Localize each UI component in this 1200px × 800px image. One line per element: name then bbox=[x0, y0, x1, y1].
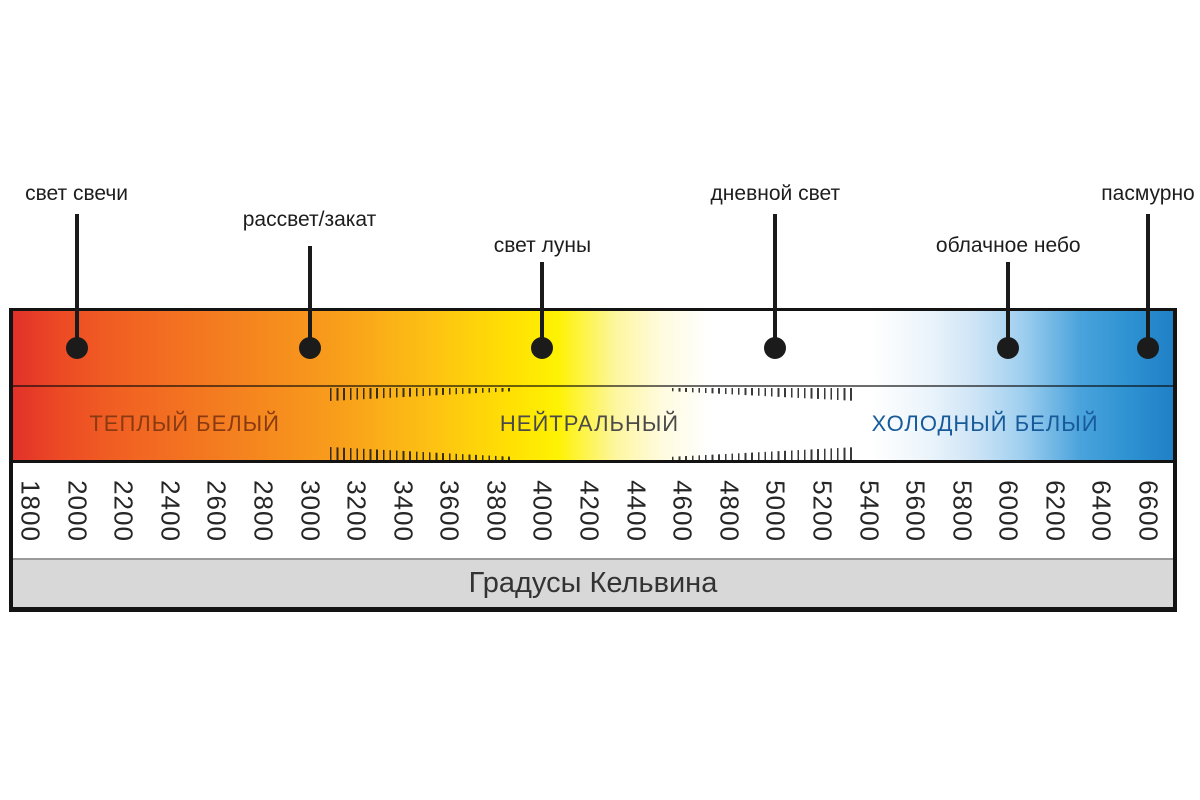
annotation-dot bbox=[1137, 337, 1159, 359]
annotation-label: дневной свет bbox=[710, 182, 841, 205]
annotation-label: рассвет/закат bbox=[242, 208, 377, 231]
scale-tick-label: 2000 bbox=[62, 480, 93, 542]
scale-tick-label: 5000 bbox=[760, 480, 791, 542]
scale-tick-label: 5600 bbox=[900, 480, 931, 542]
scale-tick-label: 4200 bbox=[574, 480, 605, 542]
transition-ticks-top-left bbox=[330, 388, 512, 401]
scale-tick-label: 3600 bbox=[434, 480, 465, 542]
transition-ticks-top-right bbox=[672, 388, 857, 401]
annotation-dot bbox=[298, 337, 321, 359]
annotation-label: свет свечи bbox=[25, 182, 129, 205]
bar-divider-line bbox=[13, 385, 1173, 387]
annotation-dot bbox=[997, 337, 1020, 359]
scale-tick-label: 4600 bbox=[667, 480, 698, 542]
scale-tick-label: 2600 bbox=[201, 480, 232, 542]
zone-label-warm-white: ТЕПЛЫЙ БЕЛЫЙ bbox=[89, 411, 280, 436]
color-gradient-bar: ТЕПЛЫЙ БЕЛЫЙ НЕЙТРАЛЬНЫЙ ХОЛОДНЫЙ БЕЛЫЙ bbox=[13, 311, 1173, 463]
annotation-pointer-line bbox=[307, 246, 312, 348]
annotation-pointer-line bbox=[74, 214, 79, 348]
annotation-dot bbox=[764, 337, 787, 359]
kelvin-scale-ticks: 1800 2000 2200 2400 2600 2800 3000 3200 3400 3600… bbox=[13, 463, 1173, 558]
scale-tick-label: 5800 bbox=[947, 480, 978, 542]
scale-tick-label: 4400 bbox=[621, 480, 652, 542]
annotation-label: облачное небо bbox=[935, 234, 1081, 257]
zone-label-cold-white: ХОЛОДНЫЙ БЕЛЫЙ bbox=[871, 411, 1099, 436]
scale-tick-label: 6000 bbox=[993, 480, 1024, 542]
annotation-label: пасмурно bbox=[1101, 182, 1195, 205]
scale-tick-label: 1800 bbox=[15, 480, 46, 542]
scale-tick-label: 2400 bbox=[155, 480, 186, 542]
scale-tick-label: 5400 bbox=[854, 480, 884, 542]
annotation-label: свет луны bbox=[493, 234, 592, 257]
scale-tick-label: 2800 bbox=[248, 480, 279, 542]
scale-panel: ТЕПЛЫЙ БЕЛЫЙ НЕЙТРАЛЬНЫЙ ХОЛОДНЫЙ БЕЛЫЙ … bbox=[9, 308, 1177, 612]
scale-tick-label: 3400 bbox=[388, 480, 419, 542]
scale-tick-label: 2200 bbox=[108, 480, 139, 542]
transition-ticks-bottom-right bbox=[672, 447, 857, 460]
scale-tick-label: 6600 bbox=[1133, 480, 1164, 542]
scale-tick-label: 5200 bbox=[807, 480, 838, 542]
scale-tick-label: 3000 bbox=[295, 480, 325, 542]
annotation-pointer-line bbox=[1006, 262, 1011, 348]
annotation-pointer-line bbox=[1146, 214, 1150, 348]
scale-tick-label: 3800 bbox=[481, 480, 512, 542]
axis-title-bar: Градусы Кельвина bbox=[13, 558, 1173, 607]
scale-tick-label: 6200 bbox=[1040, 480, 1071, 542]
scale-tick-label: 4000 bbox=[527, 480, 558, 542]
annotation-pointer-line bbox=[773, 214, 778, 348]
axis-title: Градусы Кельвина bbox=[468, 567, 718, 599]
scale-tick-label: 3200 bbox=[341, 480, 372, 542]
annotation-pointer-line bbox=[540, 262, 545, 348]
annotation-dot bbox=[65, 337, 88, 359]
scale-tick-label: 4800 bbox=[714, 480, 745, 542]
transition-ticks-bottom-left bbox=[330, 447, 512, 460]
annotation-dot bbox=[531, 337, 554, 359]
scale-tick-label: 6400 bbox=[1086, 480, 1117, 542]
zone-label-neutral: НЕЙТРАЛЬНЫЙ bbox=[499, 411, 680, 436]
